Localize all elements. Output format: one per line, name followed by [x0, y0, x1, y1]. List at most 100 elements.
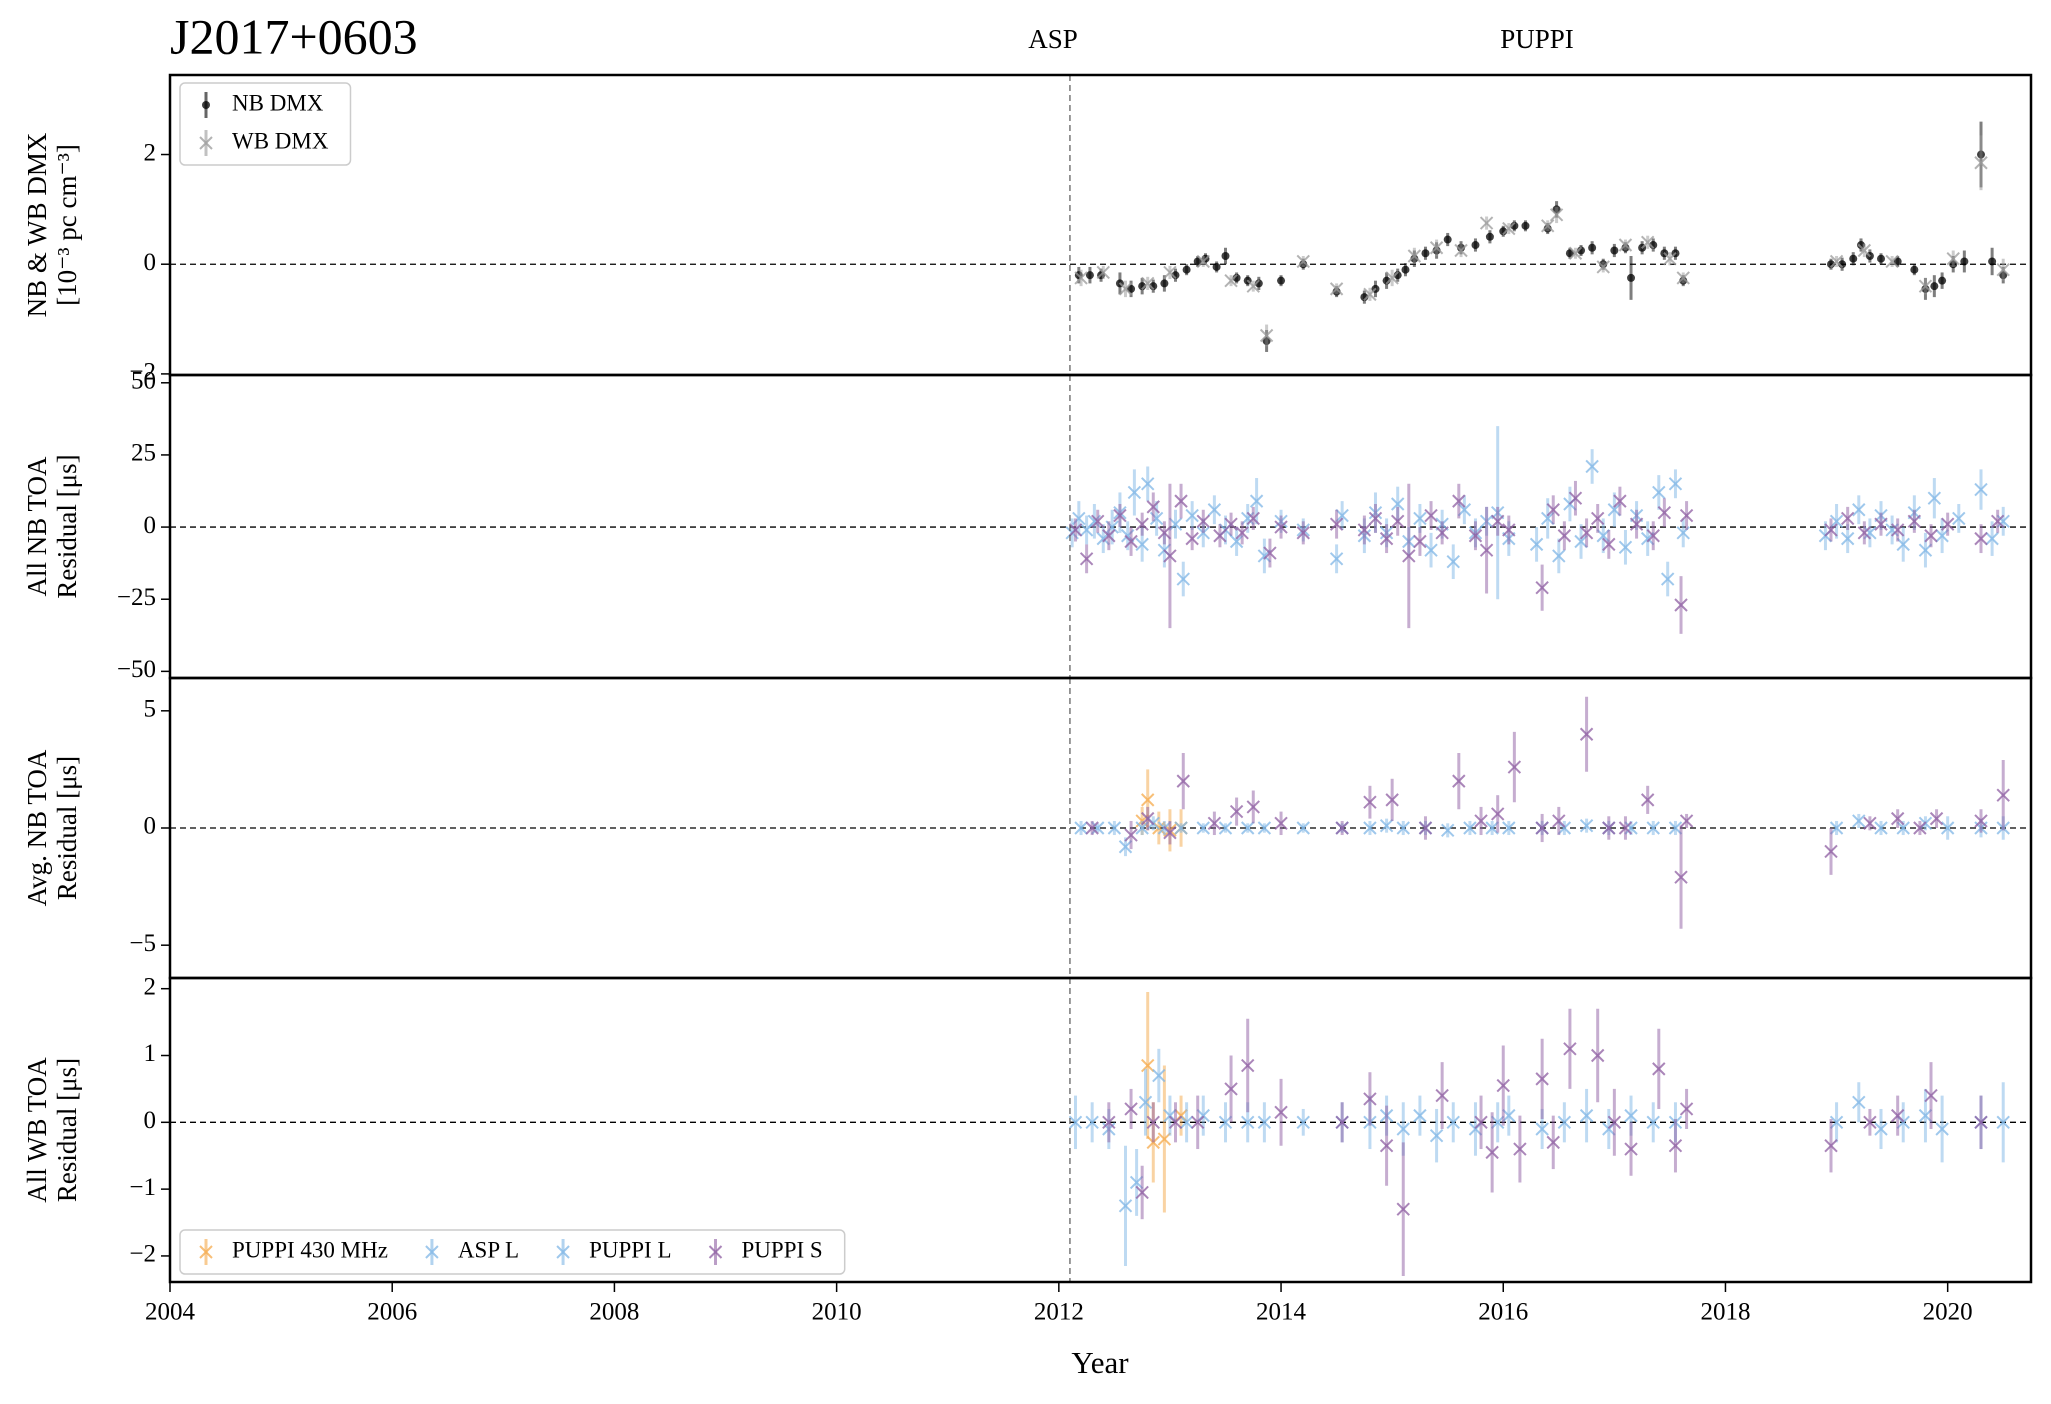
data-point [1335, 821, 1349, 835]
data-point [1668, 821, 1683, 835]
data-point [1618, 238, 1633, 252]
legend-label: PUPPI 430 MHz [232, 1237, 388, 1262]
data-point [1660, 572, 1675, 586]
data-point [1440, 823, 1455, 838]
legend-box [179, 1229, 846, 1275]
data-point [1213, 529, 1227, 543]
data-point [1840, 511, 1855, 526]
legend: NB DMX WB DMX [179, 82, 352, 166]
y-tick-label: 2 [144, 973, 157, 1000]
data-point [1935, 529, 1949, 543]
x-tick-label: 2014 [1256, 1299, 1307, 1326]
data-point [1490, 1115, 1505, 1130]
data-point [1607, 503, 1622, 517]
data-point [1929, 811, 1944, 826]
data-point [1168, 1115, 1183, 1130]
data-point [1596, 529, 1610, 543]
data-point [1674, 598, 1688, 612]
data-point [1496, 1078, 1510, 1093]
data-point [1996, 262, 2010, 277]
data-point [1329, 517, 1344, 531]
data-point [1940, 821, 1955, 835]
data-point [1502, 221, 1516, 236]
data-point [1141, 811, 1155, 826]
data-point [1241, 1058, 1255, 1073]
data-point [1674, 870, 1688, 884]
data-point [1852, 814, 1866, 828]
data-point [1396, 1122, 1410, 1136]
y-axis-label: Residual [μs] [52, 454, 82, 598]
data-point [1335, 508, 1349, 523]
y-tick-label: −2 [129, 1241, 156, 1268]
data-point [1668, 477, 1683, 491]
data-point [1618, 540, 1633, 554]
data-point [1824, 523, 1838, 537]
data-point [1446, 554, 1460, 569]
data-point [1379, 818, 1394, 833]
data-point [1368, 511, 1383, 526]
legend-marker [199, 1245, 213, 1259]
legend-label: PUPPI S [742, 1237, 823, 1262]
data-point [1829, 514, 1844, 529]
data-point [1676, 271, 1690, 285]
data-point [1127, 485, 1142, 500]
data-point [1549, 208, 1564, 222]
data-point [1552, 814, 1566, 828]
data-point [1435, 526, 1449, 540]
data-point [1074, 821, 1088, 835]
data-point [1474, 814, 1488, 828]
x-tick-label: 2012 [1034, 1299, 1084, 1326]
data-point [1127, 284, 1136, 293]
data-point [1277, 276, 1286, 285]
x-tick-label: 2008 [589, 1299, 639, 1326]
legend-box [179, 82, 352, 166]
y-tick-label: −5 [129, 930, 156, 957]
legend-label: WB DMX [232, 128, 329, 153]
data-point [1602, 537, 1616, 552]
data-point [1435, 1088, 1449, 1103]
data-point [1640, 235, 1655, 249]
x-tick-label: 2016 [1478, 1299, 1528, 1326]
data-point [1540, 219, 1555, 233]
data-point [1396, 1202, 1410, 1216]
data-point [1952, 511, 1966, 526]
data-point [1463, 821, 1477, 835]
data-point [1468, 529, 1483, 543]
data-point [1413, 511, 1427, 526]
data-point [1296, 254, 1310, 269]
plot-area [170, 696, 2031, 929]
data-point [1546, 1135, 1560, 1150]
y-tick-label: −50 [117, 656, 156, 683]
data-point [1429, 1128, 1444, 1143]
data-point [1163, 549, 1177, 563]
data-point [1224, 273, 1238, 288]
data-point [1196, 514, 1210, 529]
data-point [1224, 1082, 1238, 1096]
data-point [1385, 271, 1399, 285]
y-axis-label: All WB TOA [22, 1057, 52, 1203]
data-point [1146, 500, 1160, 514]
data-point [1896, 537, 1910, 552]
data-point [1890, 1108, 1905, 1123]
plot-area [170, 992, 2031, 1276]
data-point [1160, 279, 1169, 288]
data-point [1429, 241, 1444, 255]
data-point [1824, 1138, 1838, 1153]
data-point [1907, 514, 1922, 529]
data-point [1135, 517, 1149, 531]
data-point [1207, 503, 1222, 517]
data-point [1863, 816, 1877, 831]
legend-marker [425, 1245, 439, 1259]
y-tick-label: 0 [144, 249, 157, 276]
data-point [1091, 821, 1105, 835]
data-point [1485, 821, 1499, 835]
data-point [1974, 482, 1988, 497]
data-point [1502, 1108, 1516, 1123]
data-point [1296, 821, 1310, 835]
data-point [1363, 1092, 1377, 1106]
data-point [1207, 816, 1222, 831]
data-point [1196, 526, 1210, 540]
data-point [1924, 529, 1938, 543]
data-point [1588, 243, 1597, 252]
data-point [1579, 727, 1594, 741]
